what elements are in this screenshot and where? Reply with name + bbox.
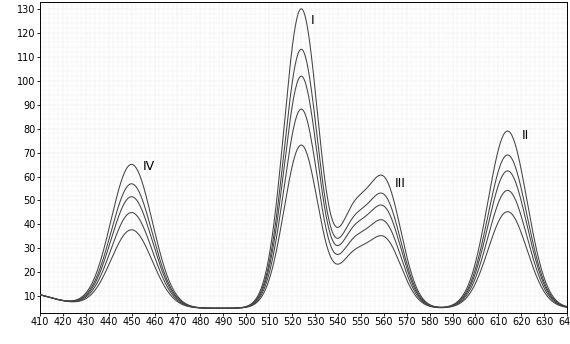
Text: I: I: [311, 14, 314, 27]
Text: II: II: [522, 129, 528, 142]
Text: III: III: [395, 176, 406, 190]
Text: IV: IV: [143, 160, 155, 173]
